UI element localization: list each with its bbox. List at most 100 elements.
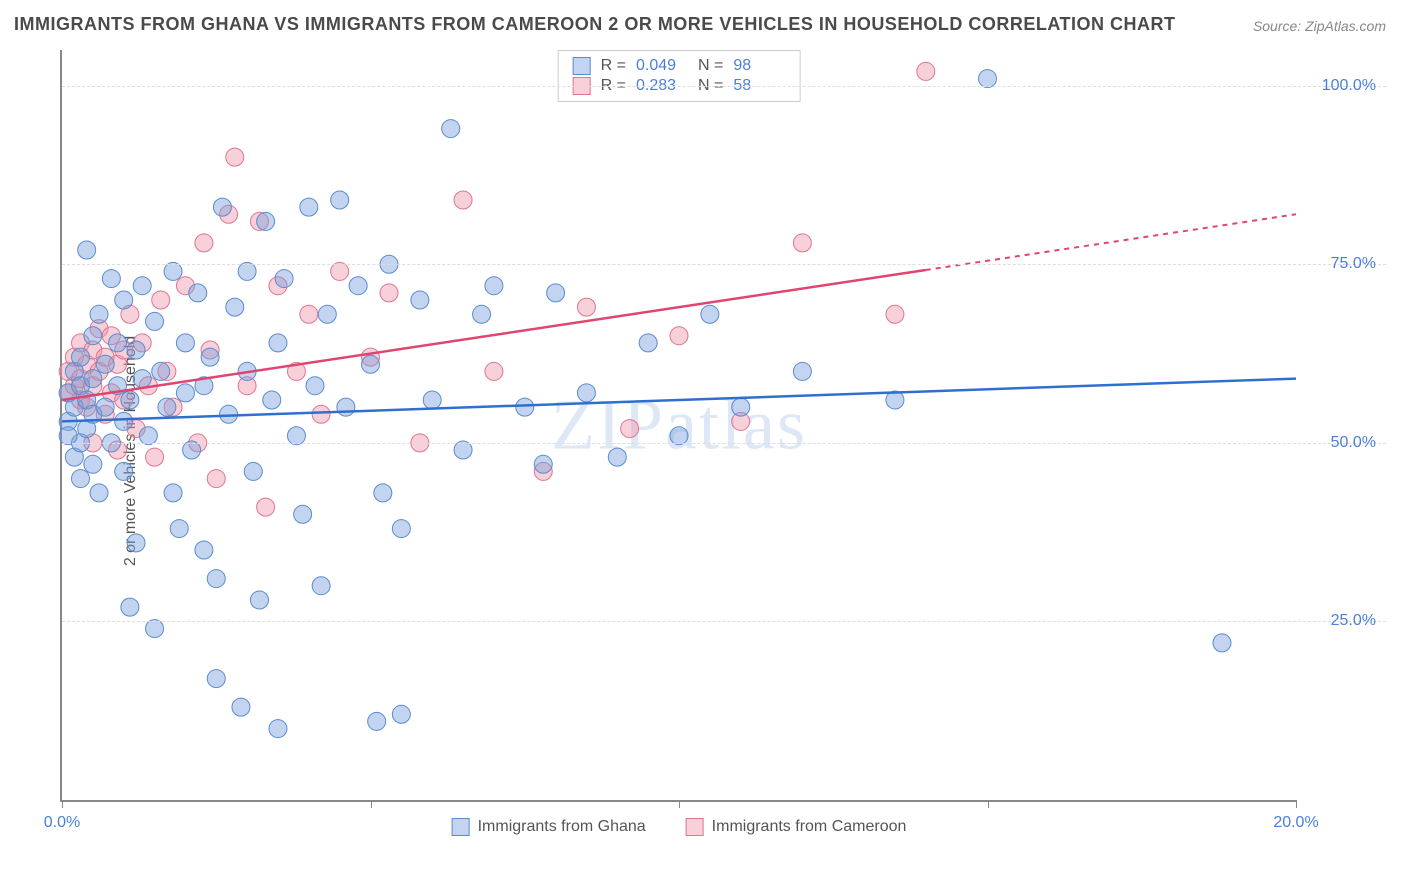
data-point bbox=[176, 334, 194, 352]
data-point bbox=[411, 291, 429, 309]
data-point bbox=[244, 462, 262, 480]
plot-svg bbox=[62, 50, 1296, 800]
data-point bbox=[250, 591, 268, 609]
data-point bbox=[306, 377, 324, 395]
data-point bbox=[207, 670, 225, 688]
data-point bbox=[158, 398, 176, 416]
data-point bbox=[226, 148, 244, 166]
data-point bbox=[90, 305, 108, 323]
xtick bbox=[62, 800, 63, 808]
data-point bbox=[257, 498, 275, 516]
data-point bbox=[639, 334, 657, 352]
data-point bbox=[115, 462, 133, 480]
data-point bbox=[146, 312, 164, 330]
data-point bbox=[454, 191, 472, 209]
xtick-label: 20.0% bbox=[1273, 814, 1318, 832]
data-point bbox=[195, 541, 213, 559]
data-point bbox=[331, 191, 349, 209]
gridline bbox=[62, 264, 1386, 265]
data-point bbox=[146, 448, 164, 466]
n-label: N = bbox=[698, 57, 723, 75]
data-point bbox=[392, 705, 410, 723]
legend-item-cameroon: Immigrants from Cameroon bbox=[686, 818, 907, 836]
data-point bbox=[127, 534, 145, 552]
plot-area: ZIPatlas R = 0.049 N = 98 R = 0.283 N = … bbox=[60, 50, 1296, 802]
data-point bbox=[362, 355, 380, 373]
data-point bbox=[318, 305, 336, 323]
data-point bbox=[349, 277, 367, 295]
swatch-ghana bbox=[573, 57, 591, 75]
data-point bbox=[109, 334, 127, 352]
data-point bbox=[207, 470, 225, 488]
data-point bbox=[516, 398, 534, 416]
data-point bbox=[312, 577, 330, 595]
xtick bbox=[371, 800, 372, 808]
ytick-label: 100.0% bbox=[1322, 77, 1376, 95]
data-point bbox=[485, 277, 503, 295]
data-point bbox=[380, 284, 398, 302]
data-point bbox=[577, 384, 595, 402]
data-point bbox=[337, 398, 355, 416]
data-point bbox=[226, 298, 244, 316]
data-point bbox=[269, 334, 287, 352]
data-point bbox=[127, 341, 145, 359]
data-point bbox=[121, 598, 139, 616]
data-point bbox=[300, 305, 318, 323]
legend-swatch-ghana bbox=[452, 818, 470, 836]
xtick bbox=[988, 800, 989, 808]
data-point bbox=[670, 327, 688, 345]
data-point bbox=[115, 291, 133, 309]
n-value-ghana: 98 bbox=[733, 57, 785, 75]
data-point bbox=[232, 698, 250, 716]
data-point bbox=[152, 362, 170, 380]
data-point bbox=[78, 241, 96, 259]
data-point bbox=[701, 305, 719, 323]
data-point bbox=[133, 370, 151, 388]
legend-label-ghana: Immigrants from Ghana bbox=[478, 818, 646, 836]
data-point bbox=[392, 520, 410, 538]
data-point bbox=[72, 470, 90, 488]
data-point bbox=[201, 348, 219, 366]
data-point bbox=[121, 391, 139, 409]
data-point bbox=[263, 391, 281, 409]
data-point bbox=[374, 484, 392, 502]
data-point bbox=[577, 298, 595, 316]
data-point bbox=[793, 362, 811, 380]
data-point bbox=[102, 270, 120, 288]
data-point bbox=[207, 570, 225, 588]
legend-label-cameroon: Immigrants from Cameroon bbox=[712, 818, 907, 836]
data-point bbox=[257, 212, 275, 230]
chart-title: IMMIGRANTS FROM GHANA VS IMMIGRANTS FROM… bbox=[14, 14, 1176, 35]
data-point bbox=[133, 277, 151, 295]
data-point bbox=[84, 327, 102, 345]
data-point bbox=[485, 362, 503, 380]
data-point bbox=[90, 484, 108, 502]
ytick-label: 25.0% bbox=[1331, 612, 1376, 630]
data-point bbox=[84, 370, 102, 388]
stats-box: R = 0.049 N = 98 R = 0.283 N = 58 bbox=[558, 50, 801, 102]
data-point bbox=[164, 484, 182, 502]
legend-item-ghana: Immigrants from Ghana bbox=[452, 818, 646, 836]
data-point bbox=[368, 712, 386, 730]
data-point bbox=[294, 505, 312, 523]
data-point bbox=[176, 384, 194, 402]
data-point bbox=[275, 270, 293, 288]
data-point bbox=[170, 520, 188, 538]
data-point bbox=[534, 455, 552, 473]
data-point bbox=[608, 448, 626, 466]
data-point bbox=[621, 420, 639, 438]
data-point bbox=[793, 234, 811, 252]
data-point bbox=[115, 412, 133, 430]
source-attribution: Source: ZipAtlas.com bbox=[1253, 18, 1386, 34]
data-point bbox=[300, 198, 318, 216]
data-point bbox=[1213, 634, 1231, 652]
gridline bbox=[62, 621, 1386, 622]
xtick bbox=[1296, 800, 1297, 808]
xtick bbox=[679, 800, 680, 808]
legend-swatch-cameroon bbox=[686, 818, 704, 836]
data-point bbox=[732, 398, 750, 416]
legend: Immigrants from Ghana Immigrants from Ca… bbox=[452, 818, 907, 836]
data-point bbox=[886, 305, 904, 323]
data-point bbox=[547, 284, 565, 302]
gridline bbox=[62, 443, 1386, 444]
